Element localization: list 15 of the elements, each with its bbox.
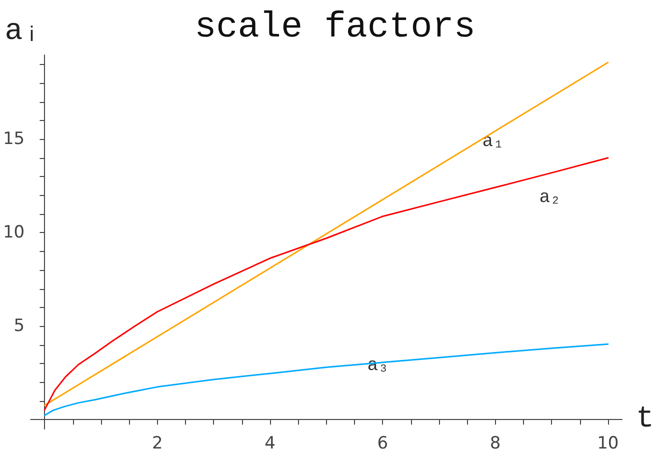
series-label: a₁ xyxy=(482,132,504,152)
x-tick-label: 10 xyxy=(597,434,619,454)
y-axis-title: aᵢ xyxy=(4,15,41,49)
y-tick-label: 5 xyxy=(14,316,25,336)
x-axis-title: t xyxy=(636,402,654,437)
x-tick-label: 2 xyxy=(152,434,163,454)
chart-title: scale factors xyxy=(194,6,476,48)
x-tick-label: 4 xyxy=(264,434,276,454)
y-tick-label: 15 xyxy=(2,129,25,150)
x-tick-label: 8 xyxy=(490,434,501,454)
line-series xyxy=(44,343,609,416)
line-series xyxy=(44,157,609,410)
series-label: a₂ xyxy=(539,188,561,208)
y-tick-label: 10 xyxy=(2,222,25,243)
x-tick-label: 6 xyxy=(377,434,388,454)
